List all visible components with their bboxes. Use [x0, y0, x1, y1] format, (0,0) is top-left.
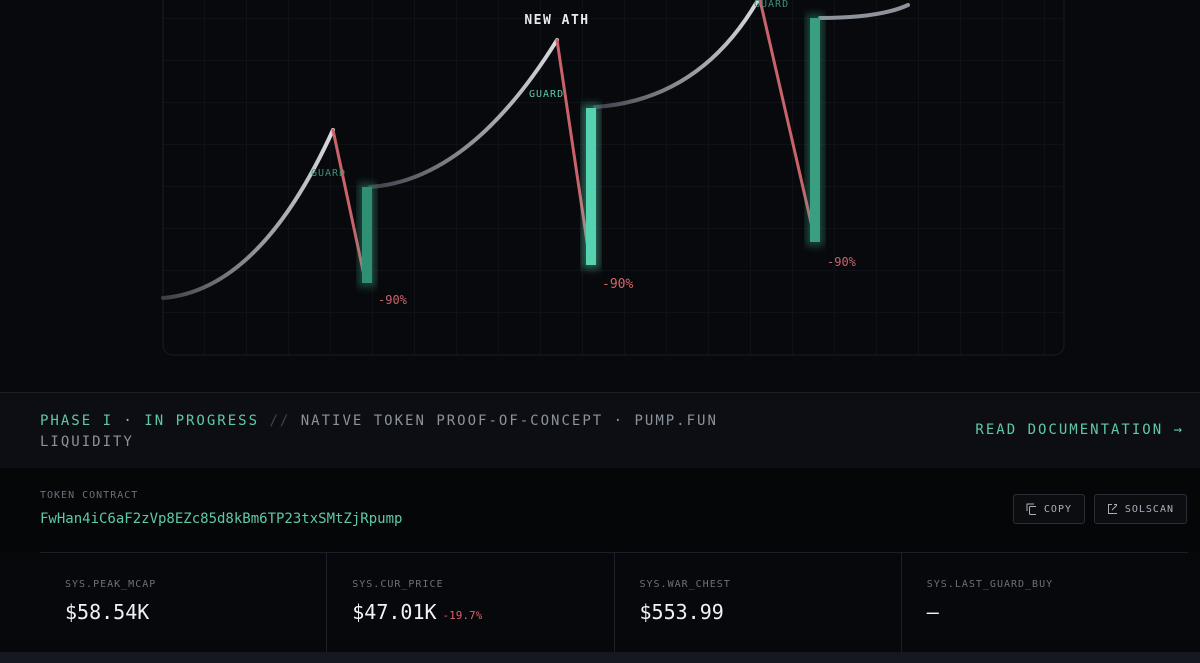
phase-banner: PHASE I · IN PROGRESS // NATIVE TOKEN PR…	[0, 392, 1200, 468]
drop-label: -90%	[602, 277, 633, 292]
stat-value: $47.01K	[352, 600, 437, 624]
stats-row: SYS.PEAK_MCAP $58.54K SYS.CUR_PRICE $47.01…	[40, 552, 1188, 652]
copy-icon	[1026, 503, 1036, 515]
stat-label: SYS.LAST_GUARD_BUY	[926, 579, 1054, 590]
stat: SYS.WAR_CHEST $553.99	[615, 553, 902, 652]
docs-link[interactable]: READ DOCUMENTATION →	[975, 422, 1184, 438]
contract-address: FwHan4iC6aF2zVp8EZc85d8kBm6TP23txSMtZjRp…	[40, 511, 403, 527]
solscan-button[interactable]: SOLSCAN	[1094, 494, 1187, 524]
separator: //	[269, 413, 291, 429]
guard-label: GUARD	[311, 168, 346, 179]
new-ath-label: NEW ATH	[524, 13, 589, 28]
stat: SYS.PEAK_MCAP $58.54K	[40, 553, 328, 652]
copy-label: COPY	[1043, 503, 1072, 515]
stat: SYS.CUR_PRICE $47.01K -19.7%	[327, 553, 615, 652]
stat-value: —	[926, 600, 939, 624]
drop-label: -90%	[827, 255, 857, 269]
guard-label: GUARD	[529, 89, 564, 100]
stat-change: -19.7%	[442, 609, 483, 622]
stat-value-wrap: $47.01K -19.7%	[352, 600, 482, 624]
contract-section: TOKEN CONTRACT FwHan4iC6aF2zVp8EZc85d8kB…	[0, 468, 1200, 552]
guard-bars	[358, 14, 824, 287]
phase: PHASE I · IN PROGRESS	[40, 413, 260, 429]
phase-text: PHASE I · IN PROGRESS // NATIVE TOKEN PR…	[40, 411, 730, 453]
stat-label: SYS.CUR_PRICE	[352, 579, 444, 590]
bottom-bar	[0, 652, 1200, 663]
stat-label: SYS.WAR_CHEST	[639, 579, 731, 590]
stat-value: $553.99	[639, 600, 724, 624]
external-icon	[1108, 504, 1117, 514]
stat-label: SYS.PEAK_MCAP	[65, 579, 157, 590]
contract-label: TOKEN CONTRACT	[40, 490, 139, 501]
chart-panel	[162, 0, 1065, 356]
guard-label: GUARD	[754, 0, 789, 10]
stat: SYS.LAST_GUARD_BUY —	[902, 553, 1188, 652]
chart: NEW ATH GUARD GUARD GUARD -90% -90% -90%	[161, 0, 1065, 356]
copy-button[interactable]: COPY	[1013, 494, 1085, 524]
stat-value: $58.54K	[65, 600, 150, 624]
solscan-label: SOLSCAN	[1124, 503, 1174, 515]
description: NATIVE TOKEN PROOF-OF-CONCEPT · PUMP.FUN…	[40, 413, 718, 450]
drop-label: -90%	[378, 293, 408, 307]
